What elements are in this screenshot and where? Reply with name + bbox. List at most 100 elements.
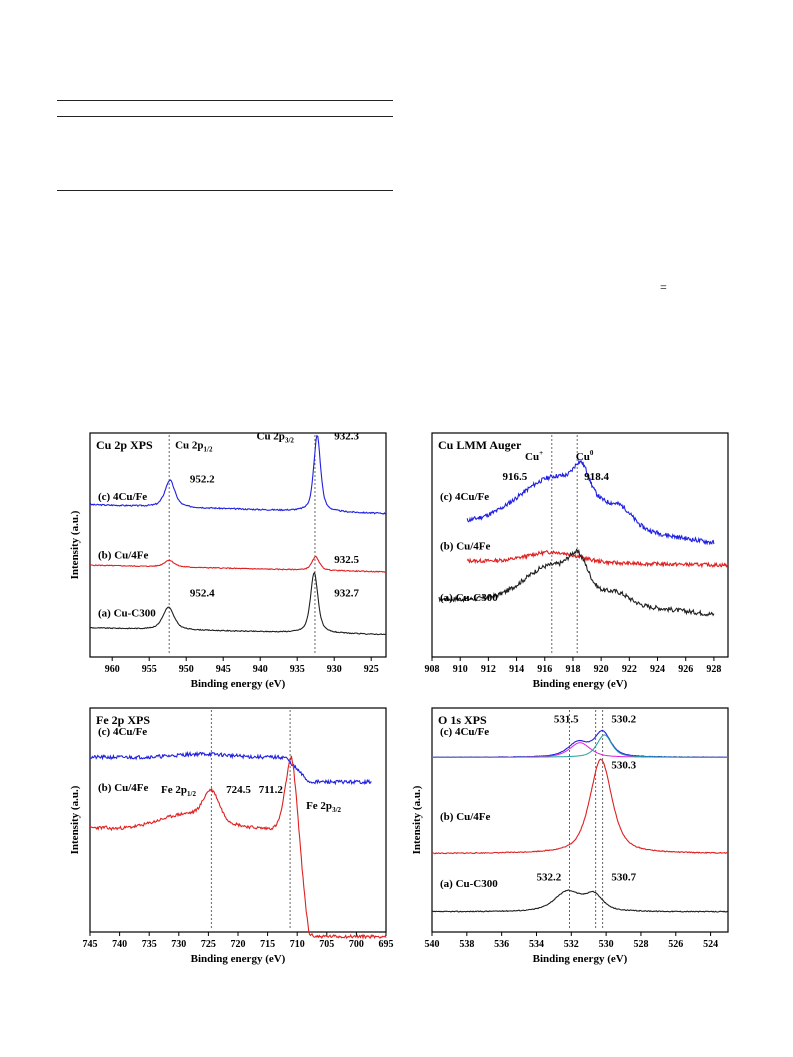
x-tick-label: 530 bbox=[599, 939, 614, 950]
x-tick-label: 700 bbox=[349, 939, 364, 950]
x-tick-label: 926 bbox=[678, 664, 693, 675]
series-line bbox=[432, 734, 728, 758]
chart-cu2p: Cu 2p XPS 960 955 950 945 940 935 930 925 Binding… bbox=[68, 425, 398, 700]
series-line bbox=[431, 889, 729, 913]
x-tick-label: 710 bbox=[290, 939, 305, 950]
x-tick-label: 540 bbox=[425, 939, 440, 950]
x-tick-label: 715 bbox=[260, 939, 275, 950]
table-top-rule bbox=[57, 100, 393, 101]
x-tick-label: 930 bbox=[327, 664, 342, 675]
x-tick-label: 536 bbox=[494, 939, 509, 950]
x-tick-label: 745 bbox=[83, 939, 98, 950]
x-tick-label: 922 bbox=[622, 664, 637, 675]
x-tick-label: 940 bbox=[253, 664, 268, 675]
x-tick-label: 912 bbox=[481, 664, 496, 675]
series-label: (a) Cu-C300 bbox=[440, 592, 498, 604]
peak-annotation: 932.3 bbox=[334, 431, 359, 443]
x-tick-label: 960 bbox=[105, 664, 120, 675]
x-tick-label: 920 bbox=[594, 664, 609, 675]
y-axis-label: Intensity (a.u.) bbox=[69, 785, 81, 854]
x-tick-label: 538 bbox=[459, 939, 474, 950]
equation-mark: = bbox=[660, 280, 667, 294]
series-label: (b) Cu/4Fe bbox=[440, 811, 491, 823]
x-axis-label: Binding energy (eV) bbox=[533, 678, 628, 690]
x-tick-label: 945 bbox=[216, 664, 231, 675]
series-line bbox=[438, 548, 715, 617]
chart-fe2p: Fe 2p XPS 745 740 735 730 725 720 715 710 705 700 6… bbox=[68, 700, 398, 975]
x-tick-label: 524 bbox=[703, 939, 718, 950]
chart-o1s: O 1s XPS 540 538 536 534 532 530 528 526 524 Bindi… bbox=[410, 700, 740, 975]
series-line bbox=[466, 459, 715, 546]
table-header-rule bbox=[57, 116, 393, 117]
series-label: (a) Cu-C300 bbox=[98, 608, 156, 620]
table-bottom-rule bbox=[57, 190, 393, 191]
x-tick-label: 695 bbox=[379, 939, 394, 950]
series-line bbox=[432, 742, 728, 758]
peak-annotation: 711.2 bbox=[259, 784, 284, 796]
peak-annotation: 531.5 bbox=[554, 714, 579, 726]
chart-cu-lmm: Cu LMM Auger 908 910 912 914 916 918 920 922 924 9… bbox=[410, 425, 740, 700]
x-tick-label: 526 bbox=[668, 939, 683, 950]
x-tick-label: 918 bbox=[565, 664, 580, 675]
peak-annotation: 952.4 bbox=[190, 588, 215, 600]
x-tick-label: 740 bbox=[112, 939, 127, 950]
peak-annotation: Fe 2p1/2 bbox=[161, 784, 196, 798]
series-line bbox=[89, 755, 387, 940]
peak-annotation: Cu 2p3/2 bbox=[257, 431, 295, 445]
series-label: (a) Cu-C300 bbox=[440, 878, 498, 890]
peak-annotation: Cu+ bbox=[525, 449, 543, 463]
series-line bbox=[89, 556, 387, 573]
peak-annotation: 918.4 bbox=[584, 471, 609, 483]
x-tick-label: 950 bbox=[179, 664, 194, 675]
x-tick-label: 914 bbox=[509, 664, 524, 675]
x-tick-label: 730 bbox=[171, 939, 186, 950]
series-label: (b) Cu/4Fe bbox=[98, 782, 149, 794]
peak-annotation: Cu 2p1/2 bbox=[175, 440, 213, 454]
peak-annotation: 530.3 bbox=[611, 759, 636, 771]
plot-frame bbox=[431, 707, 729, 933]
chart-title: O 1s XPS bbox=[438, 713, 487, 727]
x-tick-label: 725 bbox=[201, 939, 216, 950]
series-line bbox=[89, 750, 372, 786]
x-tick-label: 928 bbox=[706, 664, 721, 675]
chart-title: Cu 2p XPS bbox=[96, 438, 153, 452]
peak-annotation: Cu0 bbox=[576, 449, 594, 463]
peak-annotation: 530.2 bbox=[611, 714, 636, 726]
peak-annotation: 532.2 bbox=[536, 871, 561, 883]
x-axis-label: Binding energy (eV) bbox=[191, 678, 286, 690]
peak-annotation: 932.5 bbox=[334, 554, 359, 566]
x-tick-label: 925 bbox=[364, 664, 379, 675]
peak-annotation: 952.2 bbox=[190, 473, 215, 485]
x-tick-label: 908 bbox=[425, 664, 440, 675]
x-tick-label: 924 bbox=[650, 664, 665, 675]
y-axis-label: Intensity (a.u.) bbox=[69, 510, 81, 579]
plot-frame bbox=[89, 707, 387, 933]
series-line bbox=[466, 549, 729, 569]
series-label: (c) 4Cu/Fe bbox=[98, 491, 147, 503]
peak-annotation: Fe 2p3/2 bbox=[306, 800, 341, 814]
y-axis-label: Intensity (a.u.) bbox=[411, 785, 423, 854]
x-tick-label: 705 bbox=[319, 939, 334, 950]
plot-frame bbox=[431, 432, 729, 658]
series-label: (c) 4Cu/Fe bbox=[98, 726, 147, 738]
series-label: (c) 4Cu/Fe bbox=[440, 491, 489, 503]
series-label: (b) Cu/4Fe bbox=[440, 540, 491, 552]
x-tick-label: 528 bbox=[633, 939, 648, 950]
x-axis-label: Binding energy (eV) bbox=[191, 953, 286, 965]
x-tick-label: 916 bbox=[537, 664, 552, 675]
peak-annotation: 916.5 bbox=[502, 471, 527, 483]
series-line bbox=[431, 758, 729, 855]
series-line bbox=[89, 434, 387, 515]
x-tick-label: 532 bbox=[564, 939, 579, 950]
peak-annotation: 724.5 bbox=[226, 784, 251, 796]
x-tick-label: 534 bbox=[529, 939, 544, 950]
x-tick-label: 955 bbox=[142, 664, 157, 675]
series-label: (b) Cu/4Fe bbox=[98, 549, 149, 561]
x-tick-label: 935 bbox=[290, 664, 305, 675]
x-tick-label: 910 bbox=[453, 664, 468, 675]
chart-title: Cu LMM Auger bbox=[438, 438, 522, 452]
x-tick-label: 720 bbox=[231, 939, 246, 950]
peak-annotation: 530.7 bbox=[611, 871, 636, 883]
series-label: (c) 4Cu/Fe bbox=[440, 726, 489, 738]
plot-frame bbox=[89, 432, 387, 658]
